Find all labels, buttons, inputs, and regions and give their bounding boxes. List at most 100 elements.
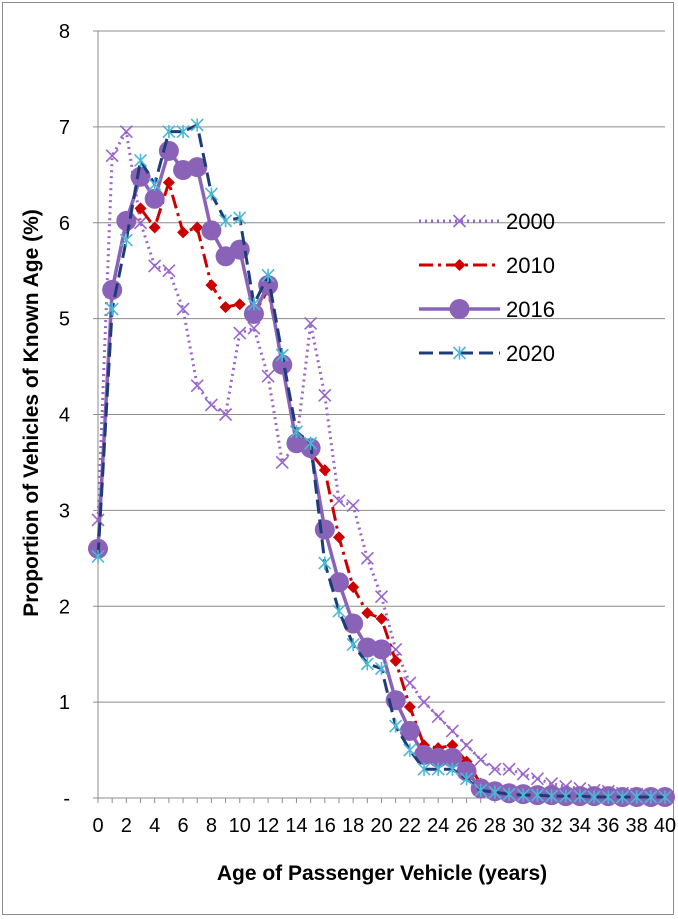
point-2000-24 bbox=[431, 709, 445, 724]
point-2000-17-b bbox=[332, 494, 346, 508]
point-2020-37 bbox=[615, 790, 630, 804]
legend-item-2010: 2010 bbox=[419, 253, 555, 278]
legend-item-2020: 2020 bbox=[419, 341, 555, 366]
point-2000-25 bbox=[445, 724, 459, 738]
point-2016-2 bbox=[116, 210, 137, 231]
point-2020-33 bbox=[559, 789, 573, 803]
point-2000-16 bbox=[318, 388, 332, 402]
point-2000-10 bbox=[233, 326, 247, 340]
point-2000-26 bbox=[459, 738, 474, 752]
point-2000-20 bbox=[374, 590, 389, 604]
point-2010-21 bbox=[389, 654, 402, 667]
point-2016-4 bbox=[144, 188, 165, 209]
point-2010-7 bbox=[191, 221, 204, 234]
point-2020-40 bbox=[658, 790, 672, 804]
point-2010-10 bbox=[233, 298, 246, 311]
point-2020-23 bbox=[417, 762, 431, 776]
point-2020-7 bbox=[190, 118, 204, 132]
point-2000-8-b bbox=[204, 398, 218, 412]
point-2000-22 bbox=[403, 676, 417, 690]
point-2020-19 bbox=[360, 657, 374, 671]
x-tick-label-30: 30 bbox=[512, 815, 534, 837]
point-2020-5 bbox=[162, 125, 176, 139]
point-2016-22 bbox=[399, 720, 420, 741]
x-tick-label-6: 6 bbox=[177, 815, 188, 837]
point-2020-21 bbox=[389, 719, 403, 733]
point-2020-4 bbox=[148, 177, 162, 191]
legend-marker-2000-b bbox=[452, 214, 467, 228]
point-2000-4 bbox=[148, 259, 162, 273]
x-tick-label-24: 24 bbox=[427, 815, 449, 837]
legend-label-2020: 2020 bbox=[506, 341, 555, 366]
y-axis-title: Proportion of Vehicles of Known Age (%) bbox=[20, 209, 43, 617]
point-2000-17 bbox=[332, 494, 346, 508]
series-2016 bbox=[88, 140, 675, 808]
point-2020-18 bbox=[346, 638, 360, 652]
x-tick-label-40: 40 bbox=[654, 815, 676, 837]
point-2020-28 bbox=[488, 785, 502, 799]
series-line-2020 bbox=[96, 123, 665, 799]
legend-marker-2010 bbox=[453, 259, 466, 271]
point-2020-30 bbox=[516, 788, 530, 802]
point-2020-6 bbox=[176, 125, 190, 139]
gridlines bbox=[98, 30, 665, 703]
point-2000-31-b bbox=[530, 772, 544, 786]
y-tick-label-6: 6 bbox=[59, 213, 70, 235]
y-tick-label-7: 7 bbox=[59, 117, 70, 139]
point-2000-8 bbox=[204, 398, 218, 412]
y-tick-label-5: 5 bbox=[59, 309, 70, 331]
point-2020-38 bbox=[630, 790, 644, 804]
x-tick-label-18: 18 bbox=[342, 815, 364, 837]
point-2010-6 bbox=[177, 226, 190, 239]
point-2016-17 bbox=[328, 572, 349, 593]
x-tick-label-14: 14 bbox=[285, 815, 307, 837]
point-2010-9 bbox=[219, 301, 232, 314]
y-tick-label-1: 1 bbox=[59, 692, 70, 714]
point-2020-39 bbox=[644, 790, 658, 804]
x-tick-label-0: 0 bbox=[92, 815, 103, 837]
point-2010-22 bbox=[403, 700, 416, 713]
legend-marker-2000 bbox=[452, 214, 467, 228]
legend-label-2000: 2000 bbox=[506, 209, 555, 234]
point-2000-13-b bbox=[275, 455, 289, 470]
point-2020-11 bbox=[247, 297, 261, 311]
point-2010-18 bbox=[347, 581, 360, 594]
point-2000-7-b bbox=[190, 379, 204, 393]
series-2010 bbox=[92, 176, 671, 804]
point-2000-30 bbox=[516, 767, 530, 781]
point-2020-34 bbox=[573, 789, 587, 803]
point-2020-12 bbox=[261, 268, 275, 283]
point-2020-8 bbox=[204, 187, 218, 201]
point-2000-22-b bbox=[403, 676, 417, 690]
point-2000-5 bbox=[162, 264, 176, 278]
point-2020-15 bbox=[304, 436, 318, 450]
point-2020-1 bbox=[105, 302, 119, 316]
point-2016-18 bbox=[343, 613, 364, 634]
point-2016-8 bbox=[201, 220, 222, 241]
point-2020-0 bbox=[91, 549, 105, 563]
x-tick-label-26: 26 bbox=[455, 815, 477, 837]
y-tick-label-4: 4 bbox=[59, 405, 70, 427]
point-2000-6-b bbox=[176, 302, 190, 316]
point-2000-9 bbox=[219, 407, 233, 422]
point-2016-1 bbox=[102, 279, 123, 300]
y-tick-label-2: 2 bbox=[59, 596, 70, 618]
point-2010-5 bbox=[162, 176, 175, 189]
point-2000-20-b bbox=[374, 590, 389, 604]
point-2000-2-b bbox=[119, 125, 133, 139]
legend: 2000 2010 2016 2020 bbox=[419, 209, 555, 366]
point-2010-8 bbox=[205, 279, 218, 292]
x-tick-label-16: 16 bbox=[314, 815, 336, 837]
x-tick-label-8: 8 bbox=[206, 815, 217, 837]
x-tick-labels: 0 2 4 6 8 10 12 14 16 18 20 22 24 26 28 30 32 34 36 38 40 bbox=[92, 815, 676, 837]
point-2020-10 bbox=[233, 211, 247, 225]
legend-marker-2016 bbox=[449, 299, 470, 319]
point-2016-26 bbox=[456, 761, 477, 782]
point-2020-20 bbox=[374, 661, 389, 676]
point-2000-12-b bbox=[261, 369, 275, 383]
point-2020-29 bbox=[502, 787, 516, 801]
series-group bbox=[88, 118, 675, 808]
x-axis-title: Age of Passenger Vehicle (years) bbox=[217, 862, 547, 885]
point-2000-15-b bbox=[304, 316, 318, 330]
point-2000-23 bbox=[417, 695, 431, 709]
